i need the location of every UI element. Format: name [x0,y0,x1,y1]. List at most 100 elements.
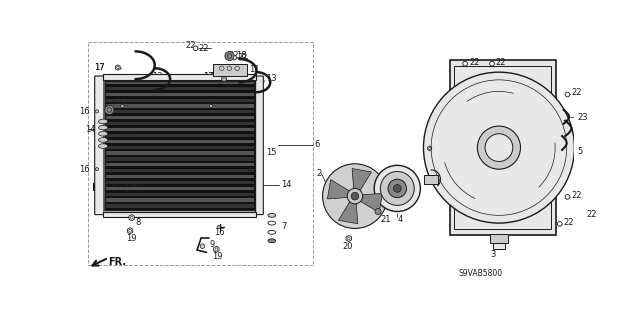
Ellipse shape [99,144,108,148]
Text: 9: 9 [209,240,214,249]
Bar [106,128,254,131]
Circle shape [95,168,99,171]
Bar [106,187,254,190]
Text: 16: 16 [205,98,216,107]
Bar [103,74,257,80]
Circle shape [200,244,205,249]
Circle shape [348,237,350,240]
Text: 21: 21 [380,215,391,224]
Bar [106,93,254,96]
Circle shape [235,66,239,70]
Circle shape [217,226,220,228]
Bar [105,81,255,210]
Circle shape [193,46,198,51]
Bar [106,81,254,84]
Circle shape [374,165,420,211]
Text: 18: 18 [236,51,246,61]
Text: 22: 22 [469,58,479,67]
Circle shape [580,214,585,219]
Text: 17: 17 [94,63,105,72]
Circle shape [424,72,575,223]
Circle shape [388,179,406,198]
Bar [106,104,254,108]
Bar [106,110,254,114]
Text: 16: 16 [214,228,225,237]
Circle shape [463,61,467,66]
Text: 17: 17 [204,72,214,81]
Text: 14: 14 [281,180,292,189]
Text: B-60-10: B-60-10 [92,183,137,193]
Bar [106,157,254,160]
Text: 22: 22 [564,218,574,227]
Text: 15: 15 [266,148,276,157]
Text: 20: 20 [342,242,353,251]
Circle shape [429,147,431,149]
Bar [106,193,254,196]
Bar [493,243,505,249]
Ellipse shape [268,213,276,217]
Ellipse shape [268,221,276,225]
Text: 1: 1 [424,149,429,158]
Bar [106,134,254,137]
Ellipse shape [99,119,108,124]
Text: 22: 22 [496,58,506,67]
Circle shape [227,66,232,70]
Ellipse shape [268,230,276,234]
Text: 2: 2 [316,168,322,178]
Circle shape [394,185,401,192]
Text: 19: 19 [212,252,223,261]
Circle shape [485,134,513,161]
Bar [106,87,254,90]
Text: 10: 10 [120,129,131,138]
Text: 11: 11 [249,65,259,74]
Text: 16: 16 [116,98,127,107]
Bar [106,122,254,125]
Text: 14: 14 [84,125,95,134]
Bar [106,163,254,167]
FancyBboxPatch shape [255,76,263,215]
Text: 16: 16 [79,165,90,174]
Text: 1: 1 [424,153,429,162]
Circle shape [348,189,363,204]
Text: 17: 17 [204,72,214,81]
Text: 12: 12 [152,72,163,81]
Text: 6: 6 [314,140,319,149]
Circle shape [209,105,212,108]
Bar [106,99,254,102]
Polygon shape [221,76,227,82]
Ellipse shape [99,125,108,130]
Text: 22: 22 [572,191,582,200]
Bar [106,169,254,172]
Bar [490,234,508,243]
Text: 17: 17 [94,63,105,72]
Text: 23: 23 [577,113,588,122]
Text: 18: 18 [115,103,126,112]
Circle shape [351,192,359,200]
Circle shape [490,61,494,66]
Circle shape [220,66,224,70]
Circle shape [477,126,520,169]
Circle shape [95,110,99,113]
Text: 7: 7 [281,222,287,231]
FancyBboxPatch shape [95,76,104,215]
Circle shape [215,248,218,251]
Bar [106,204,254,208]
Circle shape [565,195,570,199]
Circle shape [323,164,387,228]
Bar [106,145,254,149]
Bar [105,81,255,210]
Polygon shape [115,65,120,70]
Bar [106,198,254,202]
Circle shape [557,221,562,226]
Bar [106,181,254,184]
Polygon shape [428,146,431,151]
Circle shape [105,105,114,115]
Text: S9VAB5800: S9VAB5800 [459,269,503,278]
Ellipse shape [99,131,108,136]
Polygon shape [214,246,219,252]
Text: 19: 19 [126,234,137,243]
Text: 13: 13 [266,74,277,83]
Text: 22: 22 [587,210,597,219]
Bar [106,175,254,178]
Polygon shape [450,60,556,235]
